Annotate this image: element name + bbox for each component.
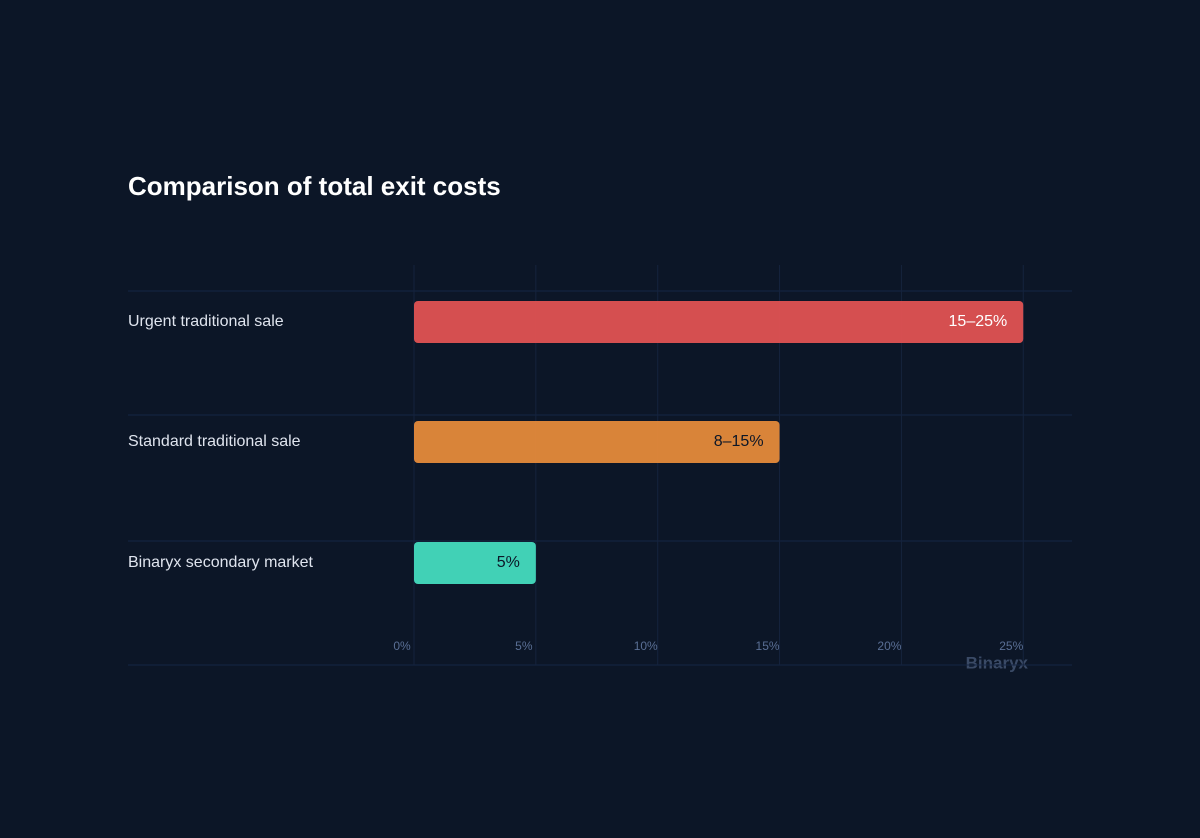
x-tick-label: 0% [393,639,411,653]
value-label: 8–15% [714,433,764,450]
x-tick-label: 15% [756,639,780,653]
category-label: Binaryx secondary market [128,554,314,571]
x-tick-label: 20% [877,639,901,653]
x-tick-label: 10% [634,639,658,653]
category-label: Urgent traditional sale [128,313,284,330]
bar [414,421,780,463]
value-label: 5% [497,554,520,571]
x-tick-label: 25% [999,639,1023,653]
bar [414,301,1024,343]
chart-title: Comparison of total exit costs [128,171,501,201]
watermark: Binaryx [966,653,1029,672]
category-label: Standard traditional sale [128,433,301,450]
bar [414,542,536,584]
value-label: 15–25% [949,313,1008,330]
x-tick-label: 5% [515,639,533,653]
